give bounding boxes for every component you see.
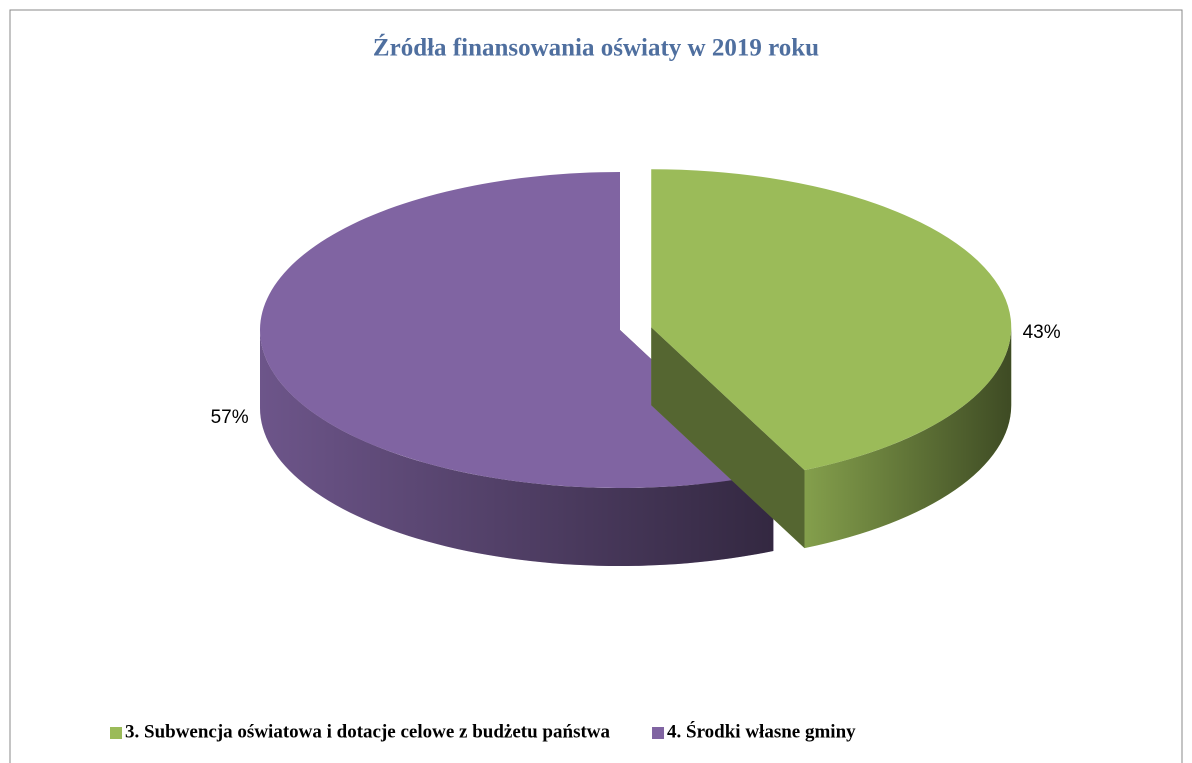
slice-cut-face	[651, 327, 805, 549]
legend-label: 4. Środki własne gminy	[667, 720, 856, 742]
value-label: 57%	[211, 407, 249, 428]
slice-side-shade	[804, 327, 1012, 549]
chart-title: Źródła finansowania oświaty w 2019 roku	[373, 34, 819, 62]
slice-top	[651, 169, 1012, 471]
slice-top	[259, 172, 774, 488]
legend-swatch	[652, 727, 665, 739]
legend-swatch	[110, 727, 122, 739]
slice-cut-shade	[651, 327, 805, 549]
value-label: 43%	[1023, 322, 1061, 343]
legend-label: 3. Subwencja oświatowa i dotacje celowe …	[125, 721, 611, 742]
slice-side-shade	[260, 330, 774, 566]
